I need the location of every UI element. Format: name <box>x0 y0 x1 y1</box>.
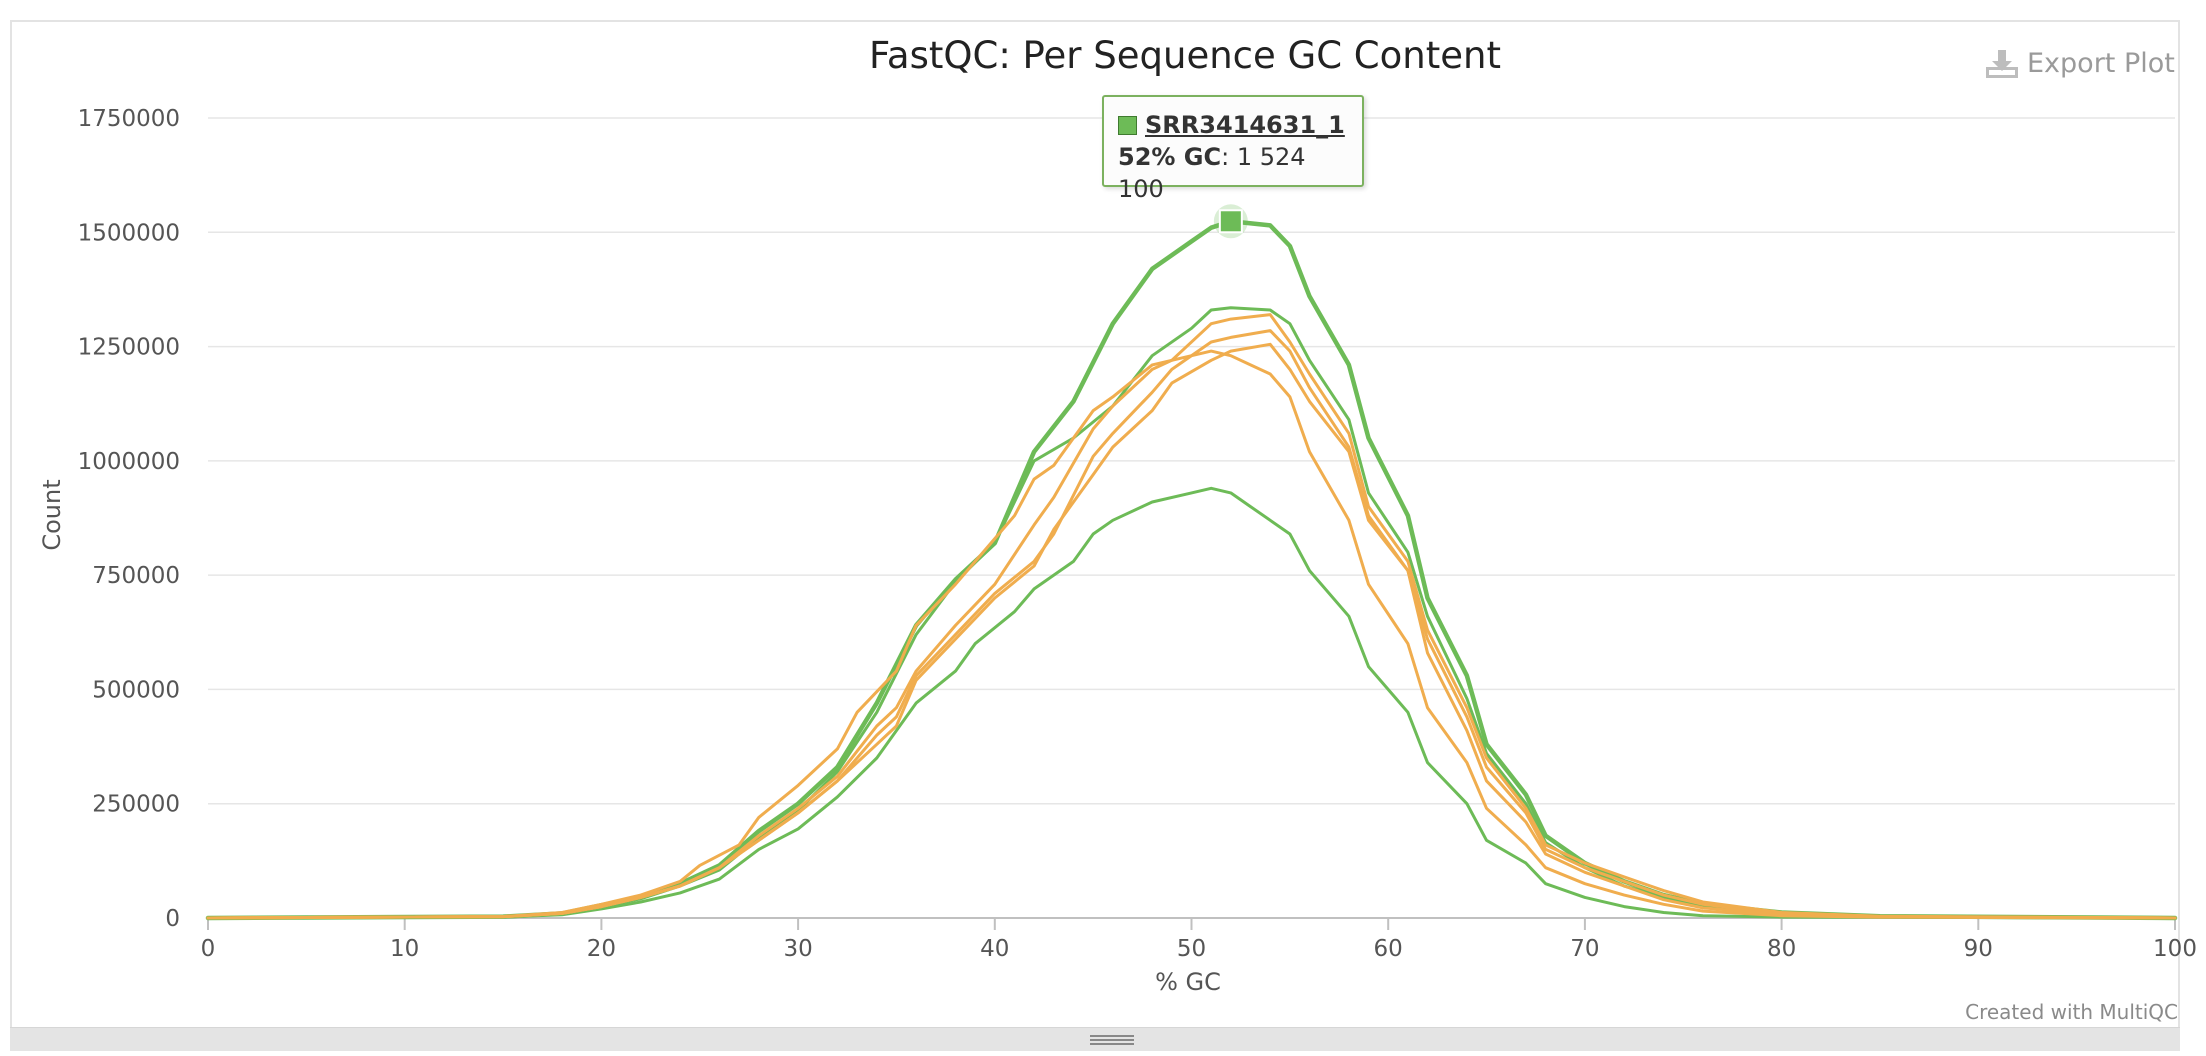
x-tick-label: 70 <box>1570 936 1599 962</box>
series-line-1[interactable] <box>205 219 2178 921</box>
x-tick-label: 80 <box>1767 936 1796 962</box>
series-line-6[interactable] <box>206 329 2177 920</box>
y-tick-label: 0 <box>165 906 180 932</box>
plot-resize-handle[interactable] <box>10 1027 2180 1051</box>
y-tick-label: 500000 <box>92 677 180 703</box>
x-axis-ticks: 0 10 20 30 40 50 60 70 80 90 100 <box>201 918 2197 962</box>
tooltip-value: 1 524 100 <box>1118 143 1306 203</box>
x-tick-label: 10 <box>390 936 419 962</box>
y-axis-ticks: 0 250000 500000 750000 1000000 1250000 1500000… <box>78 106 180 932</box>
x-tick-label: 90 <box>1964 936 1993 962</box>
series-line-4[interactable] <box>206 349 2177 920</box>
y-tick-label: 1000000 <box>78 449 180 475</box>
highlight-point[interactable] <box>1218 209 1243 234</box>
grid-lines <box>208 117 2175 805</box>
y-tick-label: 250000 <box>92 792 180 818</box>
y-tick-label: 1750000 <box>78 106 180 132</box>
series-line-3[interactable] <box>206 486 2177 920</box>
export-plot-label: Export Plot <box>2027 48 2175 79</box>
x-axis-title: % GC <box>1155 968 1221 996</box>
y-tick-label: 750000 <box>92 563 180 589</box>
tooltip-sample-name[interactable]: SRR3414631_1 <box>1145 111 1345 139</box>
y-tick-label: 1500000 <box>78 220 180 246</box>
x-tick-label: 50 <box>1177 936 1206 962</box>
x-tick-label: 60 <box>1374 936 1403 962</box>
series-line-5[interactable] <box>206 342 2177 920</box>
series-swatch <box>1118 116 1137 135</box>
series-line-7[interactable] <box>206 313 2177 920</box>
y-axis-title: Count <box>38 479 66 550</box>
tooltip-header: SRR3414631_1 <box>1118 109 1348 141</box>
x-tick-label: 100 <box>2153 936 2197 962</box>
x-tick-label: 20 <box>587 936 616 962</box>
download-icon <box>1986 49 2018 78</box>
chart-title: FastQC: Per Sequence GC Content <box>869 34 1501 77</box>
series-line-2[interactable] <box>206 306 2177 920</box>
drag-handle-icon <box>1090 1035 1134 1045</box>
x-tick-label: 30 <box>783 936 812 962</box>
series-layer <box>205 219 2178 921</box>
plot-container <box>10 20 2180 1050</box>
multiqc-credit[interactable]: Created with MultiQC <box>1965 1000 2178 1024</box>
tooltip-value-row: 52% GC: 1 524 100 <box>1118 143 1306 203</box>
x-tick-label: 40 <box>980 936 1009 962</box>
tooltip-x-label: 52% GC <box>1118 143 1222 171</box>
data-tooltip: SRR3414631_1 52% GC: 1 524 100 <box>1102 95 1364 203</box>
export-plot-button[interactable]: Export Plot <box>1985 48 2175 79</box>
y-tick-label: 1250000 <box>78 335 180 361</box>
highlight-marker[interactable] <box>1213 204 1248 239</box>
x-tick-label: 0 <box>201 936 216 962</box>
